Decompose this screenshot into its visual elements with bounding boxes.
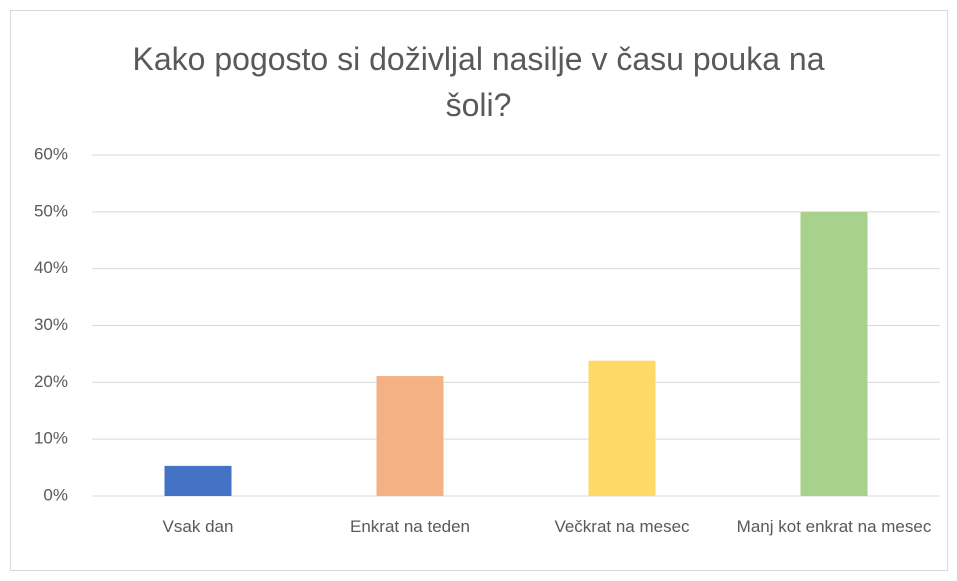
x-tick-label: Manj kot enkrat na mesec [736, 517, 932, 536]
bar [800, 211, 868, 497]
y-tick-label: 10% [34, 429, 68, 448]
x-tick-label: Vsak dan [162, 517, 234, 536]
y-tick-label: 60% [34, 144, 68, 163]
x-tick-label: Večkrat na mesec [554, 517, 690, 536]
y-tick-label: 40% [34, 258, 68, 277]
y-tick-label: 30% [34, 315, 68, 334]
y-tick-label: 20% [34, 372, 68, 391]
bar [164, 465, 232, 496]
x-tick-label: Enkrat na teden [349, 517, 471, 536]
y-tick-label: 0% [43, 485, 68, 504]
chart-title: Kako pogosto si doživljal nasilje v času… [132, 41, 825, 123]
bar [588, 360, 656, 496]
bar [376, 376, 444, 496]
y-tick-label: 50% [34, 201, 68, 220]
